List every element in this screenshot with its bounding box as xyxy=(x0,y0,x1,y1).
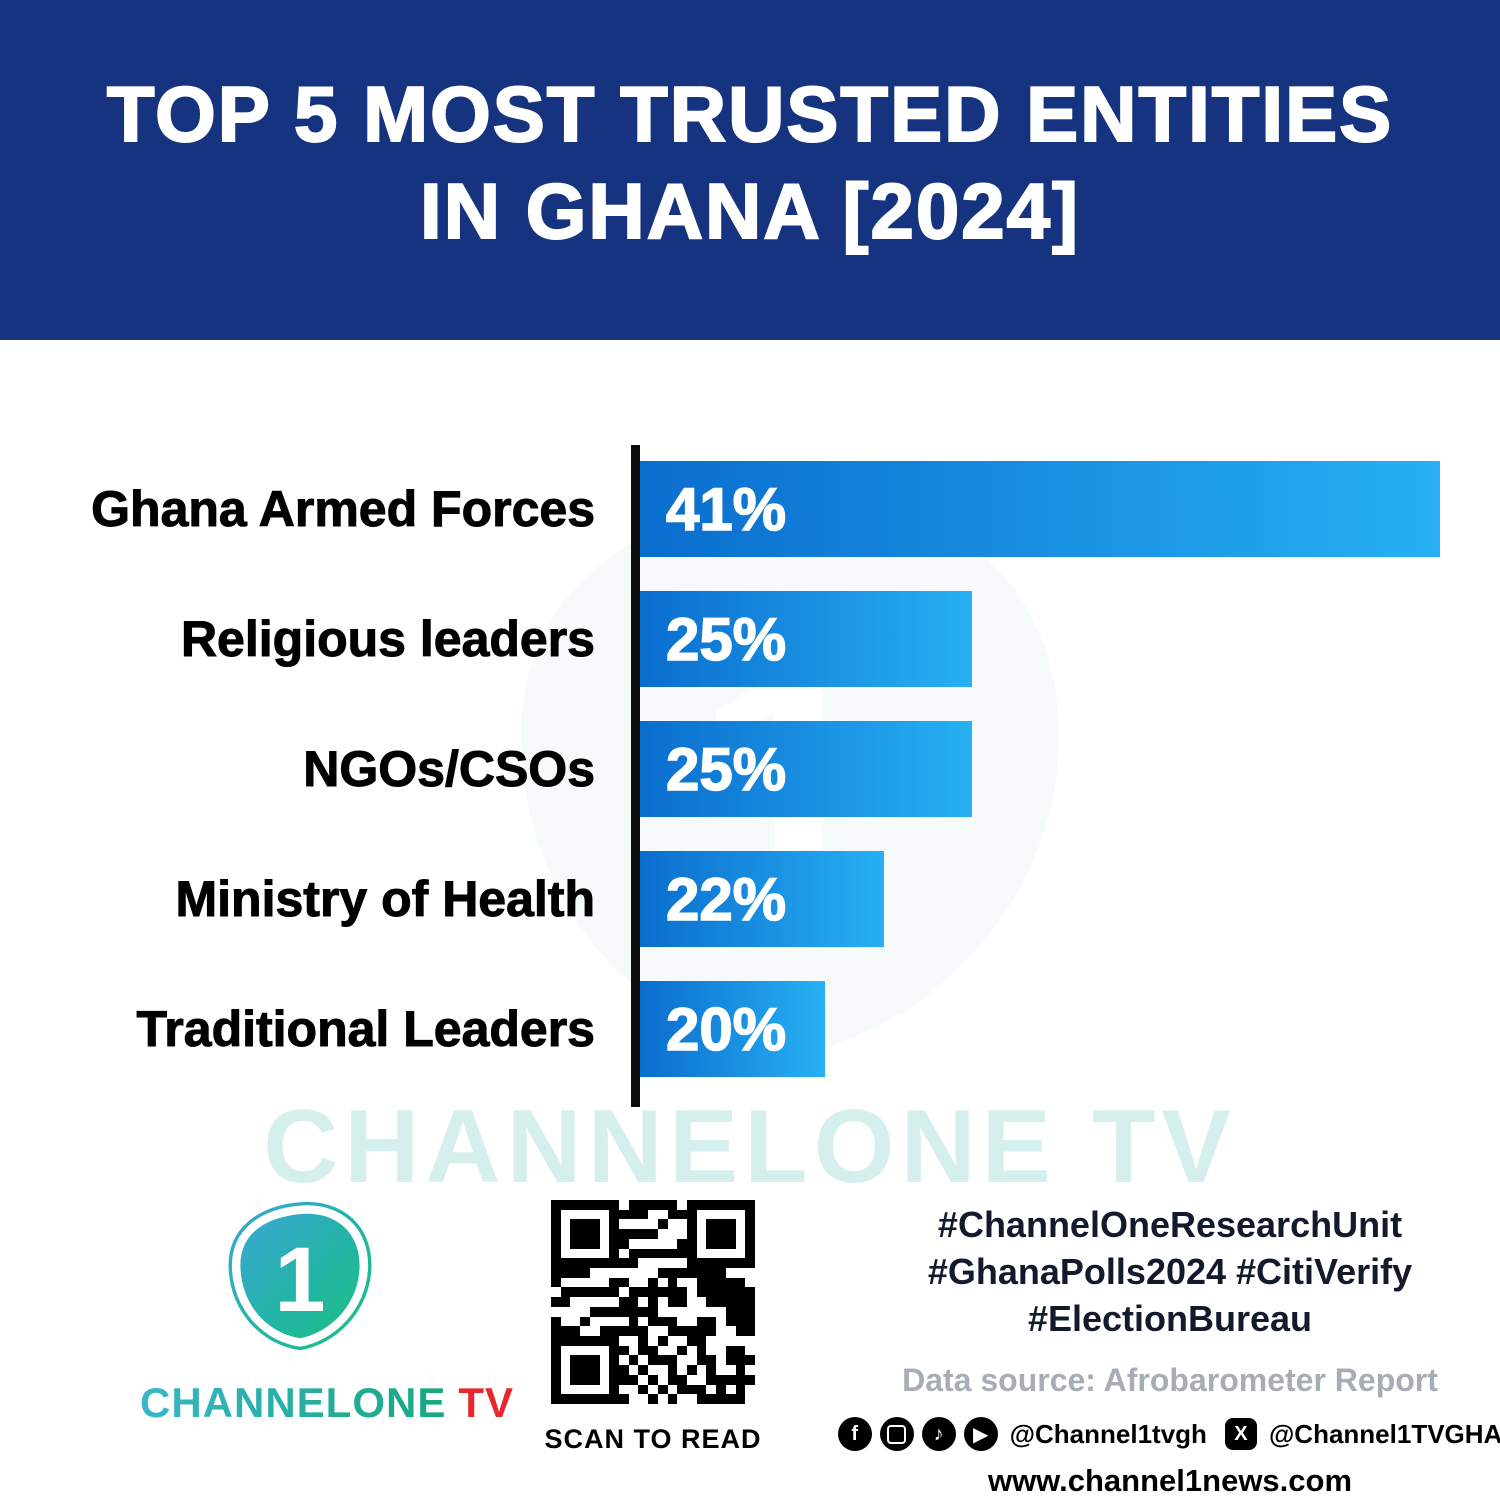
qr-caption: SCAN TO READ xyxy=(544,1424,762,1454)
channel-one-logo-block: 1 CHANNELONE TV xyxy=(140,1192,513,1427)
channel-watermark-text: CHANNELONE TV xyxy=(263,1089,1237,1205)
page-title-line1: TOP 5 MOST TRUSTED ENTITIES xyxy=(106,69,1394,159)
hashtag-line3: #ElectionBureau xyxy=(1027,1297,1313,1339)
bar-value-label: 22% xyxy=(665,865,787,934)
category-label: Traditional Leaders xyxy=(136,1001,595,1058)
bar: 20% xyxy=(640,981,825,1077)
page-title: TOP 5 MOST TRUSTED ENTITIES IN GHANA [20… xyxy=(0,0,1500,259)
bar-row: Ghana Armed Forces 41% xyxy=(0,461,1500,557)
page-title-line2: IN GHANA [2024] xyxy=(419,166,1080,256)
bar-row: Traditional Leaders 20% xyxy=(0,981,1500,1077)
hashtag-line2: #GhanaPolls2024 #CitiVerify xyxy=(927,1250,1413,1292)
bar-chart: Ghana Armed Forces 41% Religious leaders… xyxy=(0,461,1500,1111)
bar-row: NGOs/CSOs 25% xyxy=(0,721,1500,817)
bar-track: 41% xyxy=(640,461,1440,557)
bar-track: 25% xyxy=(640,591,972,687)
category-label: Ministry of Health xyxy=(175,871,595,928)
category-label: Ghana Armed Forces xyxy=(91,481,596,538)
brand-tv: TV xyxy=(458,1379,515,1426)
hashtag-line1: #ChannelOneResearchUnit xyxy=(937,1204,1403,1245)
brand-wordmark: CHANNELONE TV xyxy=(140,1379,513,1427)
brand-channelone: CHANNELONE xyxy=(140,1379,447,1426)
chart-axis-line xyxy=(631,445,640,1107)
qr-code xyxy=(551,1200,755,1404)
x-icon: X xyxy=(1224,1418,1257,1451)
bar: 25% xyxy=(640,591,972,687)
bar-track: 20% xyxy=(640,981,825,1077)
qr-block: SCAN TO READ xyxy=(538,1200,768,1455)
logo-numeral: 1 xyxy=(274,1229,325,1331)
footer-info-block: #ChannelOneResearchUnit #GhanaPolls2024 … xyxy=(837,1202,1500,1499)
social-row: f ♪ ▶ @Channel1tvgh X @Channel1TVGHA xyxy=(837,1417,1500,1452)
tiktok-icon: ♪ xyxy=(921,1417,956,1452)
data-source-text: Data source: Afrobarometer Report xyxy=(902,1362,1438,1399)
bar-row: Religious leaders 25% xyxy=(0,591,1500,687)
bar-value-label: 25% xyxy=(665,735,787,804)
youtube-icon: ▶ xyxy=(963,1417,998,1452)
instagram-icon xyxy=(879,1417,914,1452)
social-handle-2: @Channel1TVGHA xyxy=(1268,1418,1500,1449)
bar: 25% xyxy=(640,721,972,817)
website-url: www.channel1news.com xyxy=(987,1463,1353,1499)
bar-value-label: 20% xyxy=(665,995,787,1064)
hashtags: #ChannelOneResearchUnit #GhanaPolls2024 … xyxy=(880,1202,1460,1342)
facebook-icon: f xyxy=(837,1417,872,1452)
bar: 22% xyxy=(640,851,884,947)
channel-one-logo-icon: 1 xyxy=(228,1201,372,1351)
bar-value-label: 41% xyxy=(665,475,787,544)
bar: 41% xyxy=(640,461,1440,557)
category-label: Religious leaders xyxy=(180,611,595,668)
bar-value-label: 25% xyxy=(665,605,787,674)
category-label: NGOs/CSOs xyxy=(303,741,596,798)
header-banner: TOP 5 MOST TRUSTED ENTITIES IN GHANA [20… xyxy=(0,0,1500,340)
social-handle-1: @Channel1tvgh xyxy=(1009,1418,1207,1449)
bar-track: 22% xyxy=(640,851,884,947)
bar-track: 25% xyxy=(640,721,972,817)
bar-row: Ministry of Health 22% xyxy=(0,851,1500,947)
